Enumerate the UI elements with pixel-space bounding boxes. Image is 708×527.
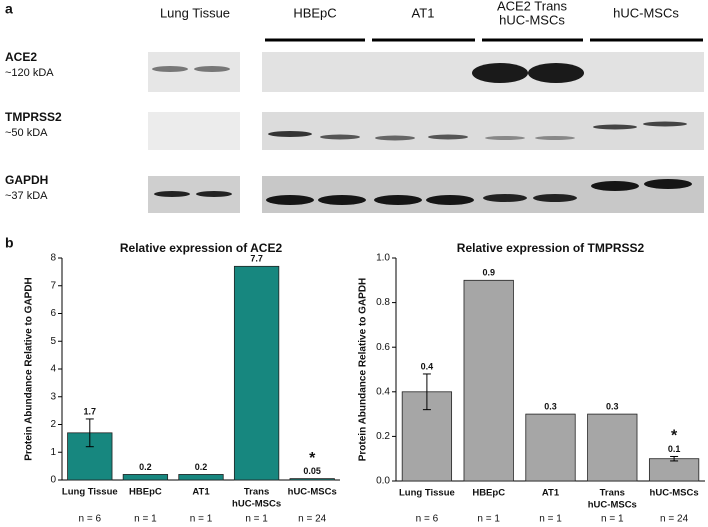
n-label: n = 24 [298,514,327,525]
n-label: n = 24 [660,514,689,525]
n-label: n = 6 [79,514,102,525]
bar [525,413,576,482]
column-label: AT1 [412,5,435,20]
x-tick-label: Trans [600,488,625,499]
n-label: n = 1 [245,514,268,525]
y-tick-label: 0.8 [376,297,390,308]
panel-label: a [5,1,13,17]
bar [648,458,700,482]
n-label: n = 1 [477,514,500,525]
n-label: n = 1 [539,514,562,525]
n-label: n = 6 [416,514,439,525]
x-tick-label: hUC-MSCs [232,499,281,510]
bar [178,474,224,481]
y-tick-label: 5 [50,336,56,347]
bar [463,279,514,482]
chart-title: Relative expression of TMPRSS2 [457,241,645,255]
x-tick-label: Lung Tissue [399,488,455,499]
y-tick-label: 4 [50,364,56,375]
y-tick-label: 0.4 [376,386,390,397]
x-tick-label: HBEpC [129,487,162,498]
value-label: 0.9 [482,268,495,278]
column-label: ACE2 Trans [497,0,568,13]
significance-mark: * [671,428,678,445]
y-tick-label: 0.2 [376,431,390,442]
value-label: 7.7 [250,254,263,264]
y-tick-label: 0 [50,475,56,486]
bar [587,413,638,482]
value-label: 0.3 [606,401,619,411]
column-label: hUC-MSCs [613,5,679,20]
x-tick-label: AT1 [192,487,210,498]
x-tick-label: hUC-MSCs [588,500,637,511]
column-label: Lung Tissue [160,5,230,20]
row-label: TMPRSS2 [5,110,62,124]
y-axis-label: Protein Abundance Relative to GAPDH [358,278,369,462]
bar [122,474,169,481]
row-label: ACE2 [5,50,37,64]
x-tick-label: Trans [244,487,269,498]
error-bar [422,373,431,411]
value-label: 0.2 [139,462,152,472]
error-bar [670,455,679,462]
row-size: ~120 kDA [5,67,54,79]
y-tick-label: 1 [50,447,56,458]
error-bar [85,418,94,448]
y-tick-label: 3 [50,391,56,402]
x-tick-label: hUC-MSCs [288,487,337,498]
y-tick-label: 7 [50,280,56,291]
chart-title: Relative expression of ACE2 [120,241,283,255]
y-tick-label: 2 [50,419,56,430]
y-tick-label: 6 [50,308,56,319]
x-tick-label: HBEpC [472,488,505,499]
x-tick-label: AT1 [542,488,560,499]
value-label: 0.1 [668,444,681,454]
row-size: ~37 kDA [5,190,48,202]
y-tick-label: 8 [50,253,56,264]
row-size: ~50 kDA [5,127,48,139]
column-label: hUC-MSCs [499,12,565,27]
value-label: 0.05 [303,466,321,476]
value-label: 0.2 [195,462,208,472]
blots [148,52,704,213]
y-axis-label: Protein Abundance Relative to GAPDH [24,277,35,461]
y-tick-label: 1.0 [376,253,390,264]
n-label: n = 1 [134,514,157,525]
x-tick-label: Lung Tissue [62,487,118,498]
n-label: n = 1 [601,514,624,525]
n-label: n = 1 [190,514,213,525]
bar [233,265,280,481]
bar [289,478,335,481]
panel-label: b [5,235,14,251]
y-tick-label: 0.6 [376,342,390,353]
significance-mark: * [309,450,316,467]
row-label: GAPDH [5,173,48,187]
value-label: 0.3 [544,401,557,411]
y-tick-label: 0.0 [376,476,390,487]
x-tick-label: hUC-MSCs [650,488,699,499]
column-label: HBEpC [293,5,336,20]
value-label: 0.4 [421,361,434,371]
value-label: 1.7 [84,406,97,416]
